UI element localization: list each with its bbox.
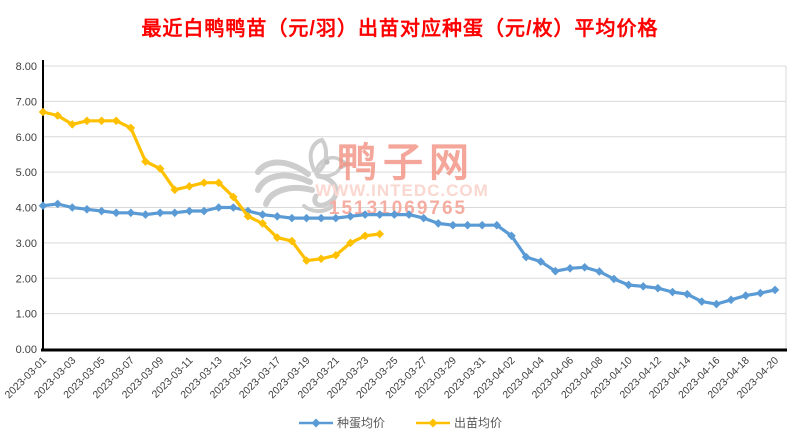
- legend-line-marker-yellow-icon: [416, 418, 450, 427]
- svg-text:8.00: 8.00: [16, 61, 37, 73]
- svg-text:5.00: 5.00: [16, 167, 37, 179]
- legend-label-duckling-price: 出苗均价: [454, 416, 503, 430]
- svg-text:6.00: 6.00: [16, 132, 37, 144]
- svg-text:3.00: 3.00: [16, 238, 37, 250]
- legend-item-duckling-price: 出苗均价: [415, 414, 502, 431]
- chart-title: 最近白鸭鸭苗（元/羽）出苗对应种蛋（元/枚）平均价格: [141, 18, 659, 40]
- svg-text:1.00: 1.00: [16, 309, 37, 321]
- watermark-url: WWW.INTEDC.COM: [315, 181, 489, 200]
- legend-line-marker-blue-icon: [298, 418, 333, 427]
- svg-text:7.00: 7.00: [16, 96, 37, 108]
- watermark-site-name: 鸭子网: [337, 141, 475, 185]
- svg-text:2.00: 2.00: [16, 273, 37, 285]
- axes-layer: 8.007.006.005.004.003.002.001.000.002023…: [3, 60, 787, 401]
- svg-text:0.00: 0.00: [16, 344, 37, 356]
- legend-item-egg-price: 种蛋均价: [298, 414, 385, 431]
- watermark: 鸭子网 WWW.INTEDC.COM 15131069765: [255, 137, 489, 219]
- chart-legend: 种蛋均价 出苗均价: [0, 414, 800, 431]
- series-layer: [38, 107, 780, 309]
- svg-text:4.00: 4.00: [16, 203, 37, 215]
- legend-label-egg-price: 种蛋均价: [336, 416, 385, 430]
- duck-logo-icon: [255, 137, 352, 213]
